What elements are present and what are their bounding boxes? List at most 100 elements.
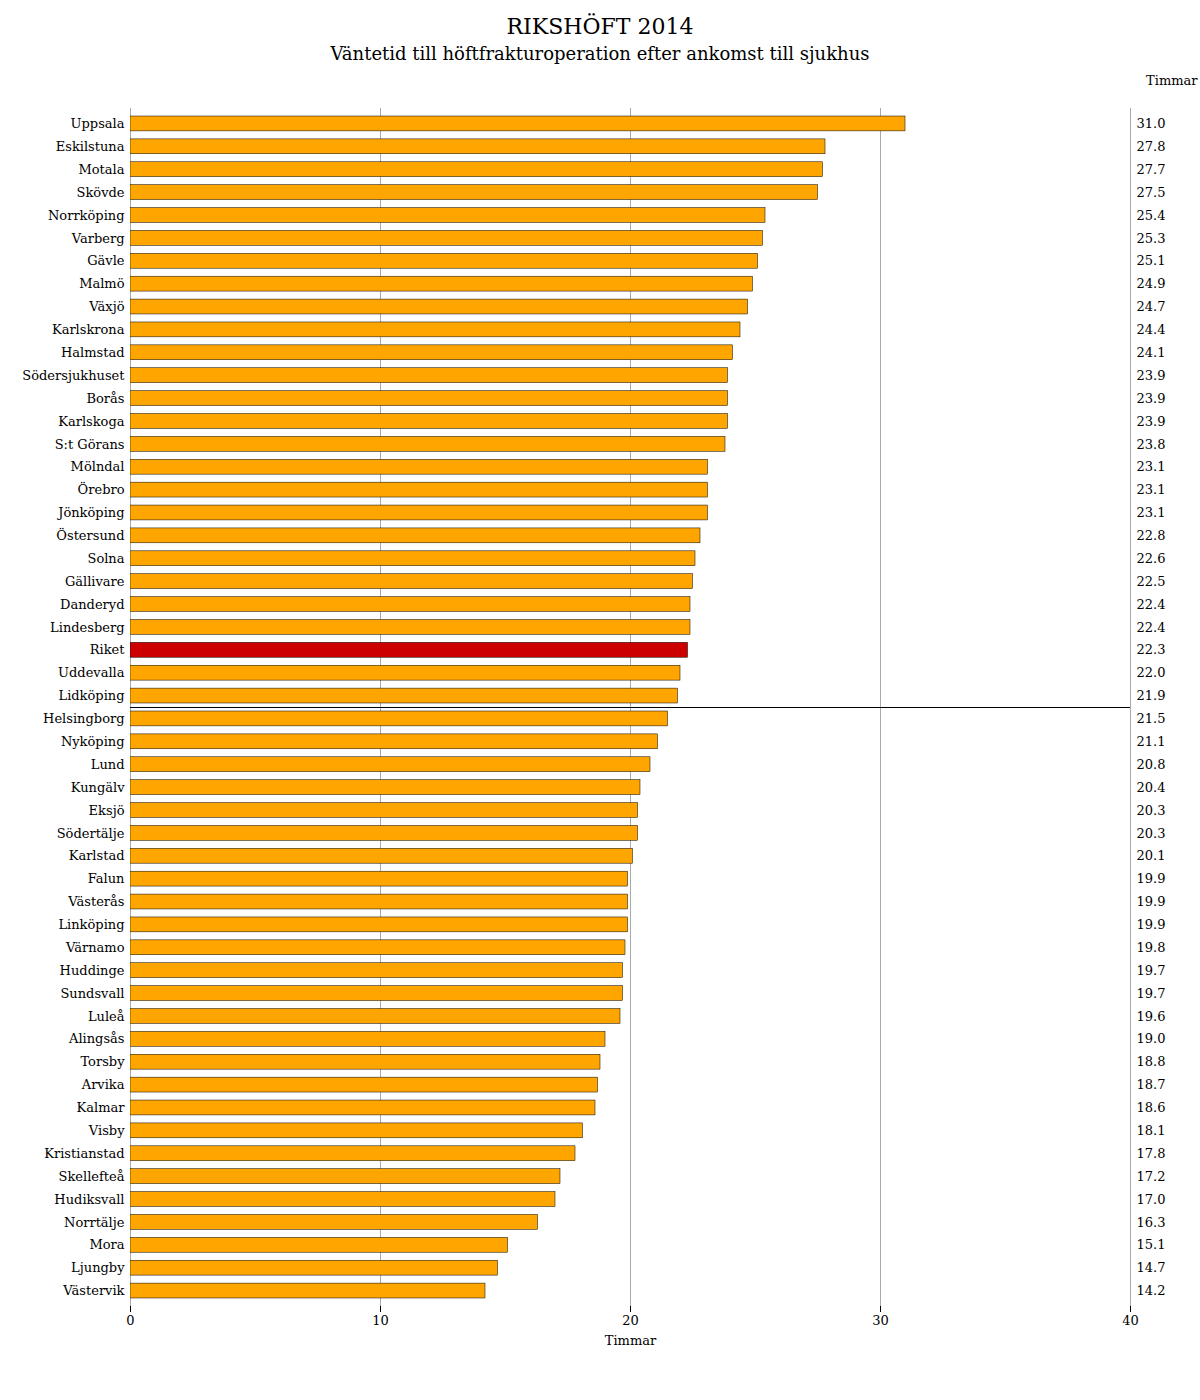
svg-text:Västerås: Västerås [67,894,124,909]
svg-text:Timmar: Timmar [1146,73,1198,88]
svg-text:Växjö: Växjö [88,299,124,314]
svg-text:21.9: 21.9 [1137,688,1166,703]
svg-text:23.1: 23.1 [1137,459,1166,474]
svg-text:10: 10 [372,1313,389,1328]
svg-text:22.6: 22.6 [1137,551,1166,566]
svg-text:22.4: 22.4 [1137,620,1166,635]
svg-text:Skövde: Skövde [77,185,125,200]
svg-text:Riket: Riket [90,642,126,657]
svg-text:Lidköping: Lidköping [59,688,125,703]
svg-text:Östersund: Östersund [56,527,124,543]
svg-text:17.2: 17.2 [1137,1169,1166,1184]
svg-text:27.7: 27.7 [1137,162,1166,177]
svg-text:Karlskoga: Karlskoga [58,414,125,429]
svg-text:22.4: 22.4 [1137,597,1166,612]
svg-text:23.9: 23.9 [1137,391,1166,406]
svg-text:Hudiksvall: Hudiksvall [54,1192,124,1207]
svg-text:Västervik: Västervik [62,1283,124,1298]
svg-text:Nyköping: Nyköping [61,734,125,749]
svg-text:19.8: 19.8 [1137,940,1166,955]
svg-text:Borås: Borås [86,391,124,406]
svg-text:Torsby: Torsby [80,1054,125,1069]
svg-text:Huddinge: Huddinge [60,963,125,978]
svg-text:22.5: 22.5 [1137,574,1166,589]
svg-text:22.8: 22.8 [1137,528,1166,543]
svg-text:Södersjukhuset: Södersjukhuset [22,368,125,383]
svg-text:17.8: 17.8 [1137,1146,1166,1161]
svg-text:25.1: 25.1 [1137,253,1166,268]
svg-text:20.4: 20.4 [1137,780,1166,795]
svg-text:Kungälv: Kungälv [71,780,125,795]
svg-text:Skellefteå: Skellefteå [59,1169,125,1184]
svg-text:22.3: 22.3 [1137,642,1166,657]
svg-text:Arvika: Arvika [81,1077,125,1092]
svg-text:Falun: Falun [88,871,125,886]
svg-text:Halmstad: Halmstad [61,345,125,360]
svg-text:40: 40 [1122,1313,1139,1328]
svg-text:23.9: 23.9 [1137,414,1166,429]
svg-text:Danderyd: Danderyd [60,597,124,612]
svg-text:19.9: 19.9 [1137,894,1166,909]
svg-text:Uppsala: Uppsala [71,116,125,131]
svg-text:Örebro: Örebro [78,481,125,497]
svg-text:Uddevalla: Uddevalla [58,665,125,680]
svg-text:Norrtälje: Norrtälje [64,1215,125,1230]
svg-text:Gävle: Gävle [87,253,125,268]
svg-text:Eksjö: Eksjö [89,803,125,818]
svg-text:20.3: 20.3 [1137,826,1166,841]
svg-text:Kristianstad: Kristianstad [44,1146,124,1161]
svg-text:22.0: 22.0 [1137,665,1166,680]
svg-text:23.1: 23.1 [1137,505,1166,520]
svg-text:Alingsås: Alingsås [68,1031,125,1046]
svg-text:Karlskrona: Karlskrona [52,322,125,337]
svg-text:Kalmar: Kalmar [77,1100,126,1115]
svg-text:Karlstad: Karlstad [69,848,125,863]
svg-text:18.7: 18.7 [1137,1077,1166,1092]
svg-text:24.7: 24.7 [1137,299,1166,314]
svg-text:Malmö: Malmö [79,276,125,291]
svg-text:Motala: Motala [78,162,124,177]
svg-text:17.0: 17.0 [1137,1192,1166,1207]
svg-text:24.4: 24.4 [1137,322,1166,337]
svg-text:Norrköping: Norrköping [48,208,125,223]
svg-text:Gällivare: Gällivare [65,574,125,589]
svg-text:18.6: 18.6 [1137,1100,1166,1115]
svg-text:27.5: 27.5 [1137,185,1166,200]
svg-text:Ljungby: Ljungby [71,1260,125,1275]
svg-text:14.7: 14.7 [1137,1260,1166,1275]
svg-text:24.1: 24.1 [1137,345,1166,360]
svg-text:30: 30 [872,1313,889,1328]
svg-text:23.1: 23.1 [1137,482,1166,497]
svg-text:Mölndal: Mölndal [71,459,125,474]
svg-text:16.3: 16.3 [1137,1215,1166,1230]
svg-text:23.9: 23.9 [1137,368,1166,383]
svg-text:0: 0 [126,1313,134,1328]
svg-text:19.7: 19.7 [1137,963,1166,978]
svg-text:Helsingborg: Helsingborg [43,711,124,726]
svg-text:15.1: 15.1 [1137,1237,1166,1252]
svg-text:Luleå: Luleå [88,1009,125,1024]
svg-text:31.0: 31.0 [1137,116,1166,131]
svg-text:25.3: 25.3 [1137,231,1166,246]
svg-text:14.2: 14.2 [1137,1283,1166,1298]
svg-text:20: 20 [622,1313,639,1328]
svg-text:19.9: 19.9 [1137,917,1166,932]
svg-text:Sundsvall: Sundsvall [60,986,124,1001]
svg-text:Jönköping: Jönköping [56,505,124,520]
svg-text:Timmar: Timmar [605,1333,657,1348]
svg-text:18.1: 18.1 [1137,1123,1166,1138]
svg-text:23.8: 23.8 [1137,436,1166,451]
svg-text:21.1: 21.1 [1137,734,1166,749]
svg-text:Visby: Visby [88,1123,125,1138]
svg-text:19.6: 19.6 [1137,1009,1166,1024]
svg-text:Värnamo: Värnamo [65,940,125,955]
svg-text:Lund: Lund [91,757,125,772]
svg-text:27.8: 27.8 [1137,139,1166,154]
svg-text:19.0: 19.0 [1137,1031,1166,1046]
svg-text:Varberg: Varberg [71,231,125,246]
svg-text:25.4: 25.4 [1137,208,1166,223]
svg-text:Mora: Mora [89,1237,124,1252]
svg-text:Eskilstuna: Eskilstuna [56,139,125,154]
svg-text:Linköping: Linköping [58,917,124,932]
svg-text:Södertälje: Södertälje [57,826,125,841]
